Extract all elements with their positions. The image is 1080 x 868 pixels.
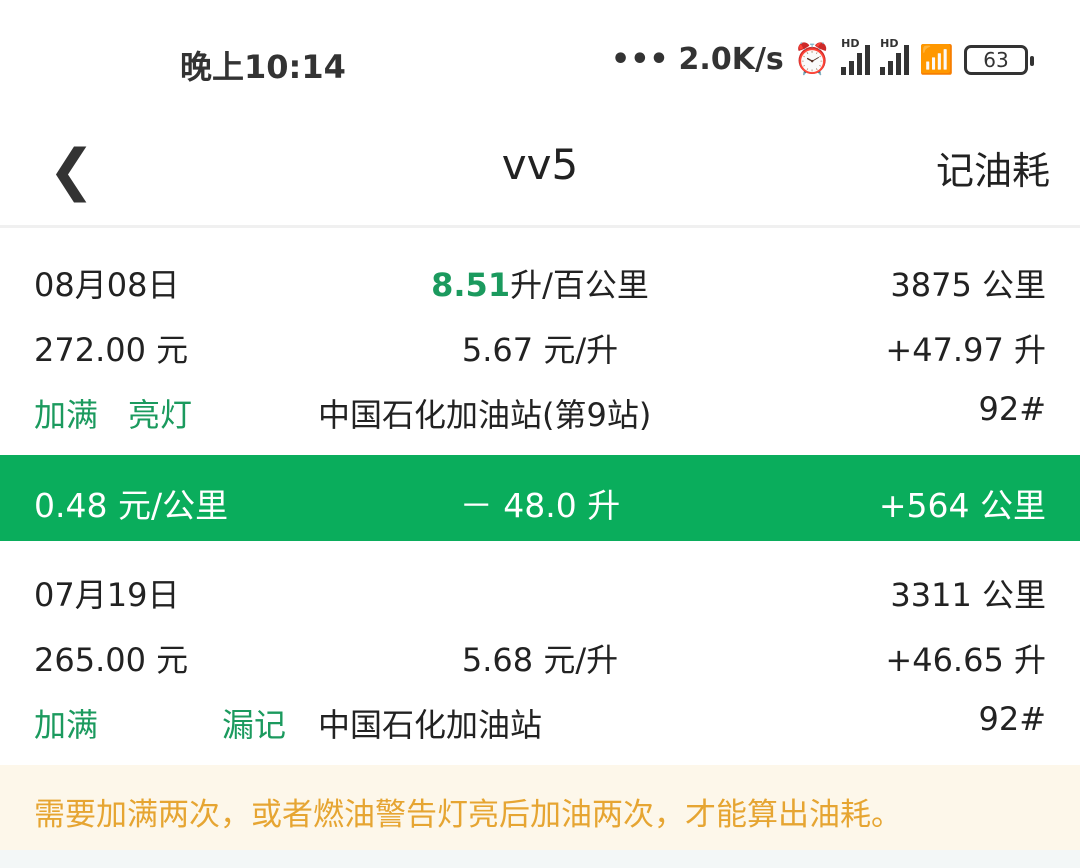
record-fuel-button[interactable]: 记油耗 xyxy=(935,149,1050,193)
wifi-icon: 📶 xyxy=(919,43,954,76)
alarm-icon: ⏰ xyxy=(793,42,832,77)
more-dots-icon: ••• xyxy=(611,42,669,77)
bottom-area xyxy=(0,850,1080,868)
network-speed: 2.0K/s xyxy=(678,42,784,77)
price: 5.68 元/升 xyxy=(461,641,619,679)
record-date: 07月19日 xyxy=(34,576,180,614)
price: 5.67 元/升 xyxy=(461,331,619,369)
station: 中国石化加油站 xyxy=(318,706,543,744)
header: ❮ vv5 记油耗 xyxy=(0,110,1080,228)
consumption-unit: 升/百公里 xyxy=(510,266,649,304)
fuel-grade: 92# xyxy=(978,390,1046,428)
notice-banner: 需要加满两次，或者燃油警告灯亮后加油两次，才能算出油耗。 xyxy=(0,765,1080,850)
amount: 265.00 元 xyxy=(34,641,189,679)
signal-icon: HD xyxy=(841,37,871,75)
fuel-grade: 92# xyxy=(978,700,1046,738)
page-title: vv5 xyxy=(501,140,579,189)
signal-icon: HD xyxy=(880,37,910,75)
fuel-used: － 48.0 升 xyxy=(459,486,621,525)
battery-icon: 63 xyxy=(964,44,1034,75)
volume: +47.97 升 xyxy=(885,331,1046,369)
tag-full: 加满 xyxy=(34,706,99,744)
distance: +564 公里 xyxy=(878,486,1046,525)
tag-light: 亮灯 xyxy=(128,396,193,434)
odometer: 3311 公里 xyxy=(890,576,1046,614)
station: 中国石化加油站(第9站) xyxy=(318,396,652,434)
odometer: 3875 公里 xyxy=(890,266,1046,304)
cost-per-km: 0.48 元/公里 xyxy=(34,486,229,525)
back-chevron-icon[interactable]: ❮ xyxy=(48,138,95,203)
consumption-value: 8.51 xyxy=(431,266,511,304)
amount: 272.00 元 xyxy=(34,331,189,369)
volume: +46.65 升 xyxy=(885,641,1046,679)
tag-missed: 漏记 xyxy=(222,706,287,744)
status-bar: 晚上10:14 ••• 2.0K/s ⏰ HD HD 📶 63 xyxy=(0,0,1080,110)
summary-band: 0.48 元/公里 － 48.0 升 +564 公里 xyxy=(0,455,1080,541)
record-date: 08月08日 xyxy=(34,266,180,304)
clock: 晚上10:14 xyxy=(180,48,346,86)
tag-full: 加满 xyxy=(34,396,99,434)
